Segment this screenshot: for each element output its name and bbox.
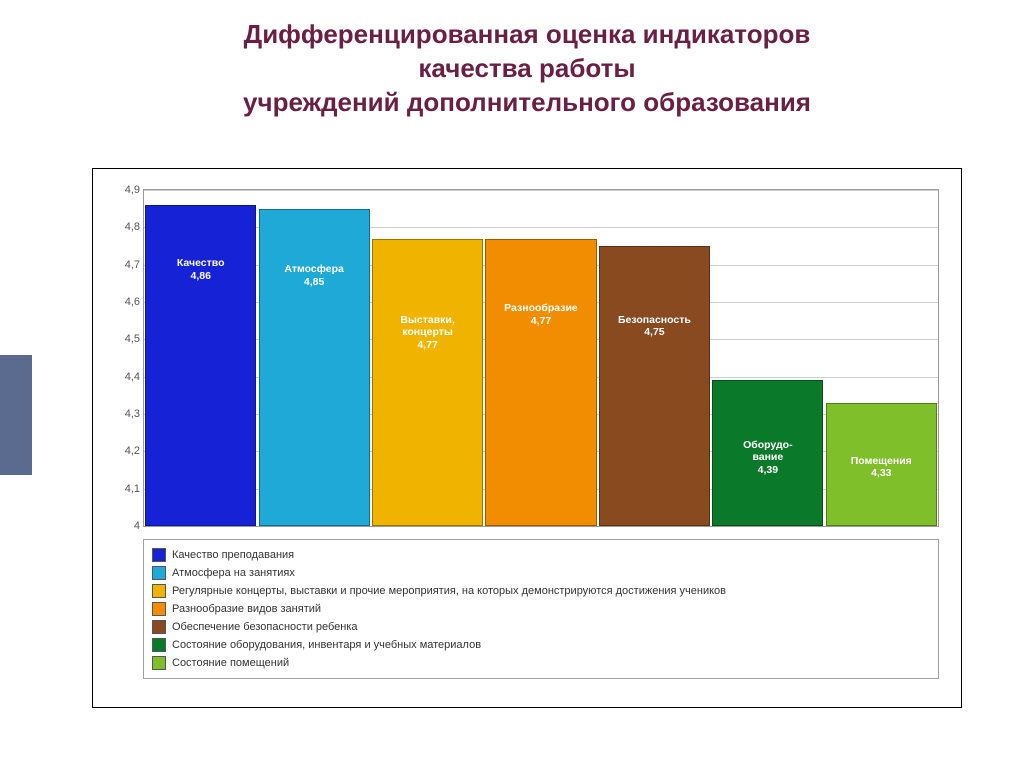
legend-swatch xyxy=(152,638,166,652)
title-line-3: учреждений дополнительного образования xyxy=(243,87,811,117)
legend-swatch xyxy=(152,548,166,562)
y-tick-label: 4,3 xyxy=(110,408,140,420)
y-tick-label: 4,2 xyxy=(110,445,140,457)
legend-swatch xyxy=(152,584,166,598)
y-tick-label: 4,5 xyxy=(110,333,140,345)
legend-item: Обеспечение безопасности ребенка xyxy=(152,618,930,636)
legend-item: Качество преподавания xyxy=(152,546,930,564)
legend-item: Атмосфера на занятиях xyxy=(152,564,930,582)
slide-title: Дифференцированная оценка индикаторов ка… xyxy=(90,18,964,119)
bar-label: Безопасность4,75 xyxy=(600,314,709,339)
legend-text: Разнообразие видов занятий xyxy=(172,603,321,615)
legend-item: Состояние помещений xyxy=(152,654,930,672)
y-tick-label: 4,1 xyxy=(110,483,140,495)
chart-inner: 4 4,1 4,2 4,3 4,4 4,5 4,6 4,7 4,8 4,9 Качество4,8… xyxy=(107,179,947,697)
bar: Оборудо-вание4,39 xyxy=(712,380,823,526)
legend-box: Качество преподавания Атмосфера на заняти… xyxy=(143,539,939,679)
y-tick-label: 4,8 xyxy=(110,221,140,233)
legend-item: Разнообразие видов занятий xyxy=(152,600,930,618)
chart-outer-frame: 4 4,1 4,2 4,3 4,4 4,5 4,6 4,7 4,8 4,9 Качество4,8… xyxy=(92,168,962,708)
legend-swatch xyxy=(152,656,166,670)
title-line-2: качества работы xyxy=(418,53,635,83)
bar: Выставки,концерты4,77 xyxy=(372,239,483,526)
y-tick-label: 4,7 xyxy=(110,259,140,271)
y-tick-label: 4,9 xyxy=(110,184,140,196)
legend-text: Состояние оборудования, инвентаря и учеб… xyxy=(172,639,481,651)
bar-label: Атмосфера4,85 xyxy=(260,263,369,288)
y-tick-label: 4,6 xyxy=(110,296,140,308)
legend-swatch xyxy=(152,602,166,616)
legend-swatch xyxy=(152,566,166,580)
bar-label: Помещения4,33 xyxy=(827,455,936,480)
bar: Безопасность4,75 xyxy=(599,246,710,526)
legend-text: Качество преподавания xyxy=(172,549,294,561)
bar-label: Оборудо-вание4,39 xyxy=(713,439,822,477)
bar: Помещения4,33 xyxy=(826,403,937,526)
legend-item: Регулярные концерты, выставки и прочие м… xyxy=(152,582,930,600)
legend-text: Обеспечение безопасности ребенка xyxy=(172,621,358,633)
bar-label: Качество4,86 xyxy=(146,257,255,282)
legend-text: Регулярные концерты, выставки и прочие м… xyxy=(172,585,726,597)
bar: Качество4,86 xyxy=(145,205,256,526)
bar-label: Разнообразие4,77 xyxy=(486,302,595,327)
y-tick-label: 4,4 xyxy=(110,371,140,383)
bar: Разнообразие4,77 xyxy=(485,239,596,526)
legend-text: Состояние помещений xyxy=(172,657,289,669)
legend-text: Атмосфера на занятиях xyxy=(172,567,295,579)
legend-item: Состояние оборудования, инвентаря и учеб… xyxy=(152,636,930,654)
bars-wrap: Качество4,86Атмосфера4,85 Выставки,концер… xyxy=(144,190,938,526)
title-line-1: Дифференцированная оценка индикаторов xyxy=(244,19,811,49)
plot-area: 44,14,24,34,44,54,64,74,84,9 Качество4,8… xyxy=(143,189,939,527)
y-tick-label: 4 xyxy=(110,520,140,532)
legend-swatch xyxy=(152,620,166,634)
bar: Атмосфера4,85 xyxy=(259,209,370,526)
side-accent-bar xyxy=(0,355,32,475)
bar-label: Выставки,концерты4,77 xyxy=(373,314,482,352)
